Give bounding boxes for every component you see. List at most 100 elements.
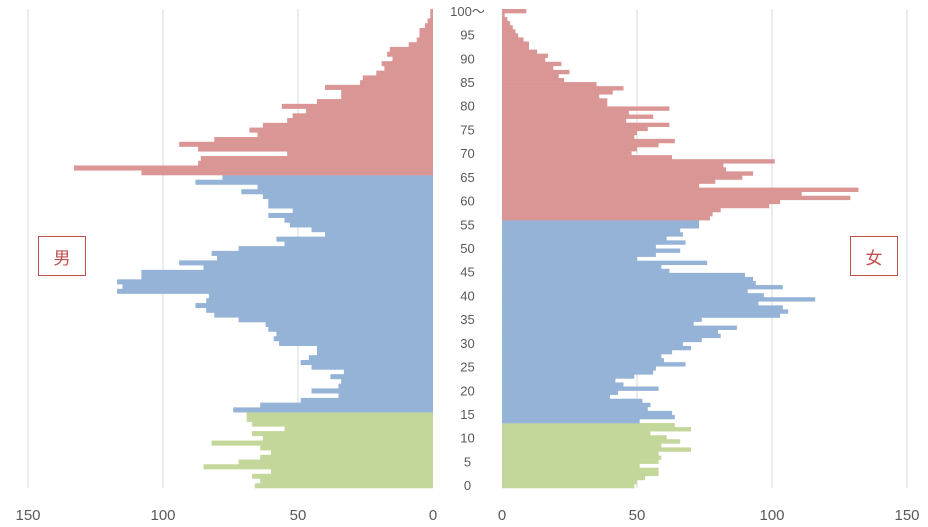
bar-left-age-71: [198, 146, 433, 152]
bar-right-age-94: [502, 102, 608, 107]
bar-left-age-65: [222, 174, 433, 181]
bar-left-age-34: [265, 322, 433, 328]
bar-left-age-66: [141, 170, 433, 176]
bar-left-age-24: [343, 369, 433, 375]
bar-right-age-49: [502, 285, 783, 290]
bar-right-age-35: [502, 341, 683, 347]
bar-right-age-102: [502, 69, 570, 75]
bar-right-age-86: [502, 134, 635, 140]
bar-left-age-43: [117, 279, 433, 285]
bar-right-age-45: [502, 301, 759, 306]
bar-right-age-101: [502, 73, 559, 79]
age-label-25: 25: [460, 360, 474, 375]
bar-left-age-0: [254, 483, 433, 489]
bar-left-age-20: [311, 388, 433, 394]
male-label: 男: [38, 236, 86, 276]
bar-left-age-15: [246, 412, 433, 418]
age-label-5: 5: [464, 454, 471, 469]
bar-left-age-21: [338, 383, 433, 389]
bar-left-age-93: [408, 42, 433, 48]
bar-right-age-77: [502, 171, 754, 176]
bar-left-age-17: [260, 402, 433, 408]
bar-right-age-100: [502, 78, 565, 83]
bar-right-age-71: [502, 195, 851, 201]
bar-left-age-33: [268, 326, 433, 332]
bar-right-age-109: [502, 41, 529, 46]
bar-right-age-68: [502, 207, 721, 213]
bar-left-age-74: [257, 132, 433, 138]
bar-right-age-76: [502, 175, 743, 180]
bar-left-age-38: [195, 303, 433, 309]
bar-left-age-52: [276, 236, 433, 242]
bar-right-age-75: [502, 179, 716, 184]
bar-left-age-36: [214, 312, 433, 318]
bar-right-age-46: [502, 297, 816, 302]
bar-right-age-32: [502, 354, 662, 359]
age-label-10: 10: [460, 431, 474, 446]
bar-right-age-17: [502, 414, 675, 420]
bar-left-age-19: [338, 393, 433, 399]
bar-left-age-41: [117, 288, 433, 294]
bar-left-age-75: [249, 127, 433, 133]
bar-right-age-26: [502, 378, 616, 383]
bar-right-age-7: [502, 455, 662, 460]
bar-right-age-57: [502, 252, 656, 257]
bar-left-age-1: [260, 478, 433, 484]
bar-right-age-61: [502, 236, 667, 241]
bar-left-age-58: [292, 208, 433, 214]
bar-right-age-10: [502, 443, 662, 448]
age-label-80: 80: [460, 99, 474, 114]
bar-right-age-39: [502, 325, 737, 330]
bar-right-age-90: [502, 118, 627, 123]
bar-left-age-16: [233, 407, 433, 413]
bar-left-age-53: [325, 231, 433, 237]
x-tick-male-150: 150: [15, 507, 40, 524]
bar-left-age-57: [268, 212, 433, 218]
bar-left-age-88: [384, 65, 433, 71]
bar-left-age-12: [284, 426, 433, 432]
bar-right-age-13: [502, 431, 651, 436]
bar-left-age-48: [217, 255, 433, 261]
age-label-85: 85: [460, 75, 474, 90]
bar-right-age-113: [502, 25, 513, 30]
bar-left-age-35: [238, 317, 433, 323]
bar-right-age-6: [502, 459, 659, 464]
bar-right-age-1: [502, 479, 637, 485]
age-label-20: 20: [460, 383, 474, 398]
bar-right-age-60: [502, 240, 686, 245]
bar-left-age-92: [389, 46, 433, 52]
age-label-15: 15: [460, 407, 474, 422]
bar-right-age-80: [502, 159, 775, 164]
bar-right-age-30: [502, 362, 686, 367]
bar-left-age-26: [300, 359, 433, 365]
bar-left-age-70: [287, 151, 433, 157]
bar-left-age-42: [122, 284, 433, 290]
bar-left-age-98: [427, 18, 433, 24]
bar-right-age-98: [502, 86, 624, 91]
bar-right-age-53: [502, 268, 670, 274]
bar-right-age-33: [502, 349, 673, 355]
female-label: 女: [850, 236, 898, 276]
bar-left-age-54: [311, 227, 433, 233]
bar-right-age-11: [502, 439, 681, 444]
age-label-100: 100〜: [450, 4, 485, 19]
bar-left-age-44: [141, 274, 433, 280]
age-axis-labels: 0 5 10 15 20 25 30 35 40 45 50 55 60 65 70 75 80 85 90 95 10…: [450, 4, 485, 493]
bar-right-age-89: [502, 122, 670, 128]
bar-right-age-65: [502, 220, 700, 225]
age-label-30: 30: [460, 336, 474, 351]
bar-left-age-31: [273, 336, 433, 342]
bar-right-age-87: [502, 130, 637, 136]
bar-right-age-83: [502, 147, 637, 152]
bar-right-age-82: [502, 151, 632, 156]
bar-right-age-117: [502, 9, 527, 14]
bar-right-age-29: [502, 366, 656, 371]
age-label-40: 40: [460, 288, 474, 303]
bar-left-age-84: [325, 84, 433, 90]
bar-right-age-79: [502, 163, 724, 168]
bar-left-age-13: [252, 421, 433, 427]
bar-right-age-40: [502, 321, 694, 326]
bar-left-age-95: [419, 32, 433, 38]
bar-right-age-59: [502, 244, 656, 249]
bar-right-age-78: [502, 167, 727, 172]
